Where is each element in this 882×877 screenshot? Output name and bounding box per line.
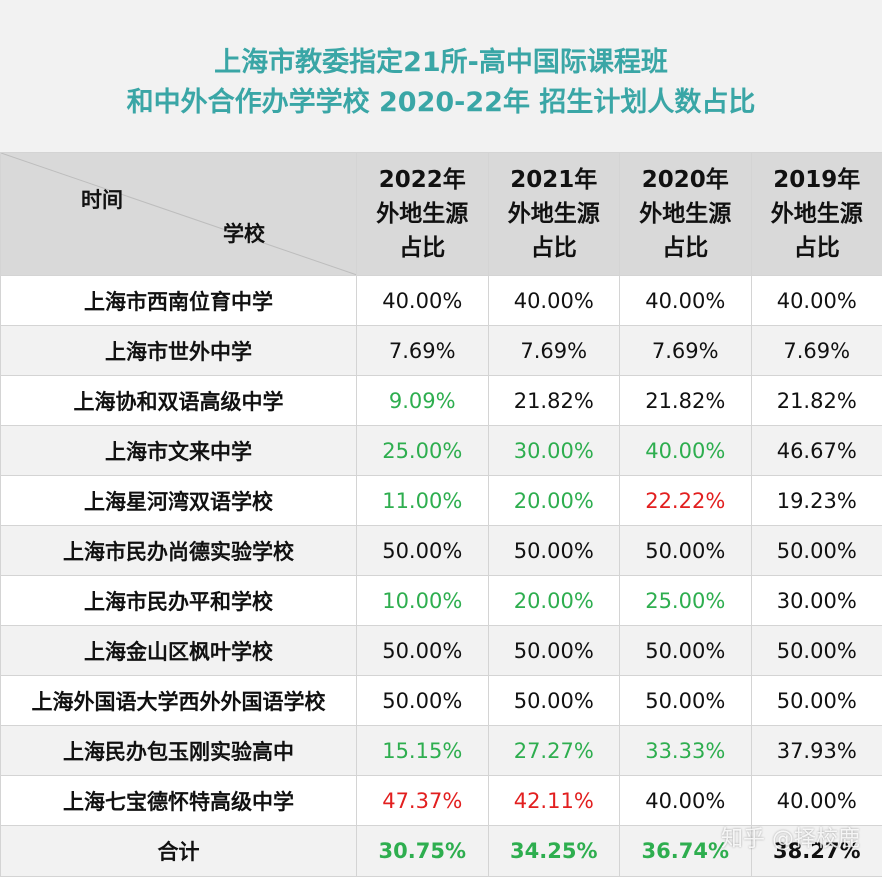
school-name-cell: 上海市文来中学: [1, 426, 357, 476]
ratio-cell: 27.27%: [488, 726, 620, 776]
ratio-cell: 50.00%: [751, 676, 882, 726]
ratio-cell: 40.00%: [620, 776, 752, 826]
ratio-cell: 25.00%: [620, 576, 752, 626]
ratio-cell: 50.00%: [620, 626, 752, 676]
ratio-cell: 40.00%: [620, 276, 752, 326]
column-header-line: 占比: [489, 231, 620, 265]
column-header-line: 2022年: [357, 163, 488, 197]
school-name-cell: 上海市世外中学: [1, 326, 357, 376]
ratio-cell: 50.00%: [357, 526, 489, 576]
ratio-cell: 47.37%: [357, 776, 489, 826]
ratio-cell: 7.69%: [751, 326, 882, 376]
ratio-cell: 50.00%: [488, 676, 620, 726]
ratio-cell: 21.82%: [620, 376, 752, 426]
column-header-line: 外地生源: [752, 197, 882, 231]
ratio-cell: 15.15%: [357, 726, 489, 776]
title-banner: 上海市教委指定21所-高中国际课程班 和中外合作办学学校 2020-22年 招生…: [0, 0, 882, 152]
column-header-line: 占比: [752, 231, 882, 265]
corner-label-school: 学校: [223, 217, 265, 251]
school-name-cell: 上海市民办尚德实验学校: [1, 526, 357, 576]
ratio-cell: 50.00%: [751, 626, 882, 676]
column-header-line: 外地生源: [489, 197, 620, 231]
total-label: 合计: [1, 826, 357, 877]
ratio-cell: 21.82%: [751, 376, 882, 426]
column-header-line: 2020年: [620, 163, 751, 197]
school-name-cell: 上海外国语大学西外外国语学校: [1, 676, 357, 726]
ratio-cell: 33.33%: [620, 726, 752, 776]
column-header-line: 2019年: [752, 163, 882, 197]
school-name-cell: 上海星河湾双语学校: [1, 476, 357, 526]
ratio-cell: 40.00%: [488, 276, 620, 326]
ratio-cell: 30.00%: [488, 426, 620, 476]
column-header-line: 占比: [620, 231, 751, 265]
ratio-cell: 50.00%: [751, 526, 882, 576]
page-title: 上海市教委指定21所-高中国际课程班: [0, 40, 882, 79]
ratio-cell: 34.25%: [488, 826, 620, 877]
ratio-cell: 50.00%: [488, 526, 620, 576]
ratio-cell: 36.74%: [620, 826, 752, 877]
ratio-cell: 20.00%: [488, 576, 620, 626]
ratio-cell: 25.00%: [357, 426, 489, 476]
column-header-2020: 2020年 外地生源 占比: [620, 153, 752, 276]
ratio-cell: 50.00%: [357, 676, 489, 726]
column-header-line: 外地生源: [620, 197, 751, 231]
school-name-cell: 上海市民办平和学校: [1, 576, 357, 626]
ratio-cell: 19.23%: [751, 476, 882, 526]
ratio-cell: 7.69%: [357, 326, 489, 376]
ratio-table: 时间 学校 2022年 外地生源 占比 2021年 外地生源 占比 2020年 …: [0, 152, 882, 877]
ratio-cell: 21.82%: [488, 376, 620, 426]
table-header-row: 时间 学校 2022年 外地生源 占比 2021年 外地生源 占比 2020年 …: [1, 153, 882, 276]
ratio-cell: 37.93%: [751, 726, 882, 776]
ratio-cell: 9.09%: [357, 376, 489, 426]
column-header-line: 2021年: [489, 163, 620, 197]
column-header-2019: 2019年 外地生源 占比: [751, 153, 882, 276]
ratio-cell: 50.00%: [357, 626, 489, 676]
ratio-cell: 10.00%: [357, 576, 489, 626]
ratio-cell: 50.00%: [488, 626, 620, 676]
ratio-cell: 30.00%: [751, 576, 882, 626]
ratio-cell: 42.11%: [488, 776, 620, 826]
ratio-cell: 7.69%: [488, 326, 620, 376]
ratio-cell: 11.00%: [357, 476, 489, 526]
column-header-line: 占比: [357, 231, 488, 265]
column-header-2022: 2022年 外地生源 占比: [357, 153, 489, 276]
school-name-cell: 上海市西南位育中学: [1, 276, 357, 326]
school-name-cell: 上海金山区枫叶学校: [1, 626, 357, 676]
column-header-2021: 2021年 外地生源 占比: [488, 153, 620, 276]
school-name-cell: 上海七宝德怀特高级中学: [1, 776, 357, 826]
ratio-cell: 20.00%: [488, 476, 620, 526]
ratio-cell: 50.00%: [620, 676, 752, 726]
ratio-cell: 40.00%: [751, 776, 882, 826]
ratio-cell: 22.22%: [620, 476, 752, 526]
school-name-cell: 上海民办包玉刚实验高中: [1, 726, 357, 776]
ratio-cell: 40.00%: [620, 426, 752, 476]
corner-label-time: 时间: [81, 183, 123, 217]
column-header-line: 外地生源: [357, 197, 488, 231]
ratio-cell: 7.69%: [620, 326, 752, 376]
page-subtitle: 和中外合作办学学校 2020-22年 招生计划人数占比: [0, 80, 882, 119]
ratio-cell: 40.00%: [357, 276, 489, 326]
corner-header-cell: 时间 学校: [1, 153, 357, 276]
diagonal-divider: [1, 153, 357, 275]
ratio-cell: 46.67%: [751, 426, 882, 476]
ratio-cell: 40.00%: [751, 276, 882, 326]
ratio-cell: 38.27%: [751, 826, 882, 877]
ratio-cell: 50.00%: [620, 526, 752, 576]
school-name-cell: 上海协和双语高级中学: [1, 376, 357, 426]
ratio-cell: 30.75%: [357, 826, 489, 877]
